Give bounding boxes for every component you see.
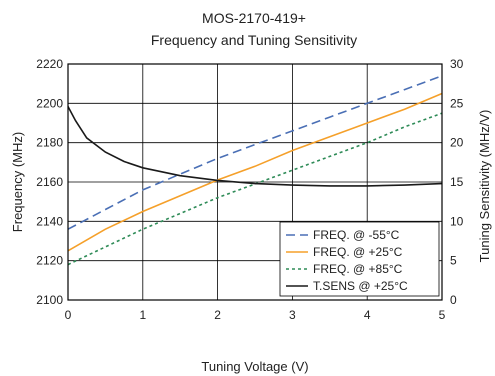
legend-label: T.SENS @ +25°C — [313, 279, 408, 293]
y2-tick-label: 15 — [450, 175, 464, 189]
y-tick-label: 2220 — [36, 57, 63, 71]
series-line-3 — [67, 106, 443, 187]
x-tick-label: 0 — [65, 308, 72, 322]
series-line-1 — [67, 92, 443, 252]
x-tick-label: 3 — [289, 308, 296, 322]
y2-axis-label: Tuning Sensitivity (MHz/V) — [477, 110, 492, 263]
chart-subtitle: Frequency and Tuning Sensitivity — [151, 32, 357, 48]
y-tick-label: 2140 — [36, 214, 63, 228]
legend-label: FREQ. @ +25°C — [313, 245, 403, 259]
tick-labels: 0 1 2 3 4 52100212021402160218022002220051015… — [36, 57, 463, 322]
y-tick-label: 2200 — [36, 96, 63, 110]
y-tick-label: 2180 — [36, 136, 63, 150]
y-axis-label: Frequency (MHz) — [10, 132, 25, 232]
y-tick-label: 2100 — [36, 293, 63, 307]
x-tick-label: 4 — [364, 308, 371, 322]
y2-tick-label: 30 — [450, 57, 464, 71]
legend: FREQ. @ -55°C FREQ. @ +25°C FREQ. @ +85°C T… — [279, 221, 440, 297]
y2-tick-label: 5 — [450, 254, 457, 268]
x-axis-label: Tuning Voltage (V) — [201, 359, 308, 374]
y2-tick-label: 10 — [450, 214, 464, 228]
legend-label: FREQ. @ -55°C — [313, 228, 400, 242]
y2-tick-label: 20 — [450, 136, 464, 150]
legend-label: FREQ. @ +85°C — [313, 262, 403, 276]
y-tick-label: 2160 — [36, 175, 63, 189]
series-lines — [67, 75, 443, 266]
y2-tick-label: 25 — [450, 96, 464, 110]
x-tick-label: 5 — [439, 308, 446, 322]
x-tick-label: 1 — [139, 308, 146, 322]
x-tick-label: 2 — [214, 308, 221, 322]
series-line-2 — [67, 112, 443, 266]
y2-tick-label: 0 — [450, 293, 457, 307]
y-tick-label: 2120 — [36, 254, 63, 268]
series-line-0 — [67, 75, 443, 230]
plot-border — [67, 63, 443, 301]
chart-title: MOS-2170-419+ — [202, 10, 306, 26]
